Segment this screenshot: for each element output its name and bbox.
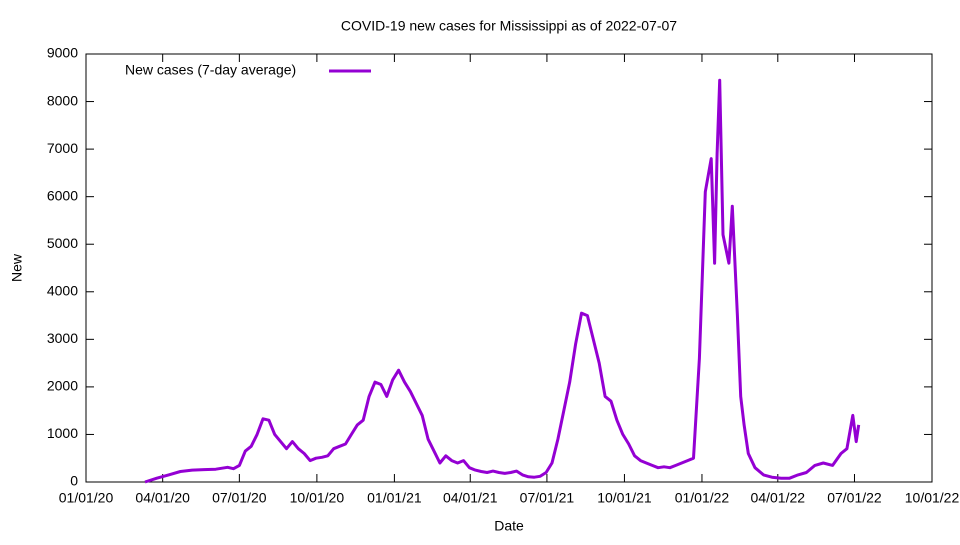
y-tick-label: 2000 bbox=[47, 378, 78, 394]
y-tick-label: 4000 bbox=[47, 282, 78, 298]
x-tick-label: 01/01/21 bbox=[367, 490, 422, 506]
x-tick-label: 01/01/20 bbox=[59, 490, 114, 506]
x-tick-label: 10/01/21 bbox=[597, 490, 652, 506]
y-tick-label: 3000 bbox=[47, 330, 78, 346]
y-tick-label: 9000 bbox=[47, 45, 78, 61]
y-tick-label: 5000 bbox=[47, 235, 78, 251]
chart-title: COVID-19 new cases for Mississippi as of… bbox=[341, 18, 677, 34]
series-line bbox=[144, 78, 861, 484]
y-tick-label: 6000 bbox=[47, 187, 78, 203]
legend-label: New cases (7-day average) bbox=[125, 62, 296, 78]
y-tick-label: 0 bbox=[70, 473, 78, 489]
plot-frame bbox=[85, 53, 933, 483]
x-tick-label: 04/01/20 bbox=[135, 490, 190, 506]
x-tick-label: 07/01/20 bbox=[212, 490, 267, 506]
x-tick-label: 07/01/21 bbox=[520, 490, 575, 506]
x-tick-label: 01/01/22 bbox=[675, 490, 730, 506]
x-tick-label: 04/01/22 bbox=[751, 490, 806, 506]
y-tick-label: 1000 bbox=[47, 425, 78, 441]
x-tick-label: 04/01/21 bbox=[443, 490, 498, 506]
y-tick-label: 7000 bbox=[47, 140, 78, 156]
y-axis-label: New bbox=[9, 253, 25, 282]
x-tick-label: 10/01/22 bbox=[905, 490, 960, 506]
x-axis-label: Date bbox=[494, 518, 524, 534]
y-tick-label: 8000 bbox=[47, 92, 78, 108]
x-tick-label: 07/01/22 bbox=[827, 490, 882, 506]
x-tick-label: 10/01/20 bbox=[290, 490, 345, 506]
